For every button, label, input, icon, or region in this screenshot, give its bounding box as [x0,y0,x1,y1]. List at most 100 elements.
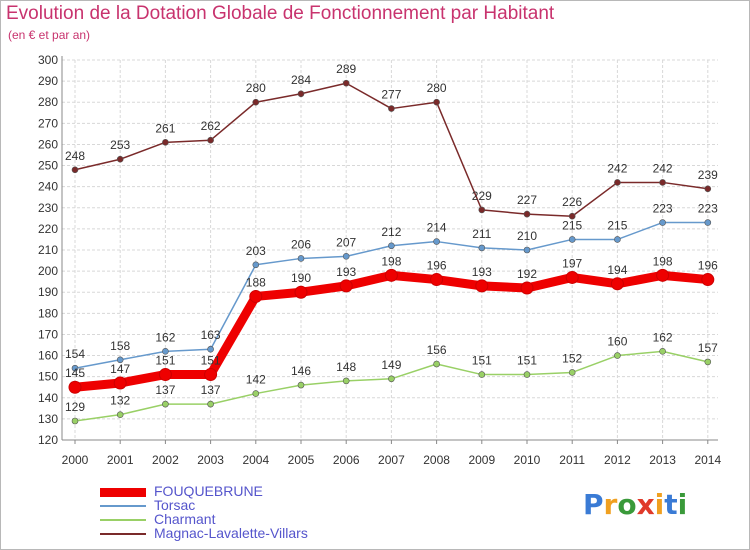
data-point-magnac [342,79,350,87]
data-point-charmant [433,360,440,368]
legend-item-torsac: Torsac [100,498,308,512]
data-label-fouquebrune: 194 [607,263,627,277]
data-point-charmant [162,400,169,408]
y-tick-label: 200 [38,264,58,278]
y-tick-label: 120 [38,433,58,447]
data-point-fouquebrune [520,281,534,295]
logo-letter: i [654,488,665,521]
data-point-torsac [342,253,350,260]
data-label-charmant: 142 [246,373,266,387]
data-point-fouquebrune [68,380,82,394]
data-label-charmant: 151 [472,354,492,368]
data-label-magnac: 280 [427,81,447,95]
data-label-fouquebrune: 193 [472,265,492,279]
data-point-magnac [433,98,440,106]
data-label-torsac: 207 [336,235,356,249]
proxiti-logo: Proxiti [583,488,687,521]
data-point-torsac [252,261,260,269]
legend-item-charmant: Charmant [100,512,308,526]
x-tick-label: 2010 [514,453,541,467]
data-label-torsac: 203 [246,244,266,258]
data-label-charmant: 162 [653,330,673,344]
x-tick-label: 2002 [152,453,179,467]
data-label-fouquebrune: 193 [336,265,356,279]
data-label-magnac: 253 [110,138,130,152]
data-label-charmant: 137 [201,383,221,397]
data-label-magnac: 229 [472,189,492,203]
logo-letter: t [664,488,678,521]
data-point-torsac [207,345,214,353]
data-point-charmant [614,352,621,359]
data-point-charmant [659,348,666,355]
data-point-torsac [523,246,531,254]
data-label-torsac: 212 [381,225,401,239]
legend-swatch-fouquebrune [100,487,146,497]
data-label-magnac: 242 [653,161,673,175]
data-label-charmant: 156 [427,343,447,357]
data-point-fouquebrune [204,368,218,382]
x-tick-label: 2013 [649,453,676,467]
data-label-fouquebrune: 198 [381,254,401,268]
data-point-charmant [252,390,260,397]
data-point-magnac [659,179,666,186]
data-point-magnac [71,166,79,174]
data-point-torsac [297,255,305,262]
data-point-charmant [71,417,79,425]
data-label-charmant: 160 [607,335,627,349]
data-label-charmant: 148 [336,360,356,374]
logo-letter: r [603,488,618,521]
y-tick-label: 150 [38,370,58,384]
data-label-fouquebrune: 196 [698,259,718,273]
data-point-charmant [568,369,576,376]
data-point-torsac [478,244,486,252]
x-tick-label: 2007 [378,453,405,467]
data-point-magnac [207,136,214,144]
x-tick-label: 2012 [604,453,631,467]
data-label-fouquebrune: 145 [65,366,85,380]
data-label-fouquebrune: 196 [427,259,447,273]
data-point-torsac [388,242,395,250]
data-label-fouquebrune: 190 [291,271,311,285]
data-point-fouquebrune [339,279,353,293]
x-tick-label: 2008 [423,453,450,467]
chart-data-labels: 145 147 151 151 188 190 193 198 196 193 192 197 194 1… [65,62,718,414]
data-point-torsac [659,219,666,226]
data-label-charmant: 151 [517,354,537,368]
x-tick-label: 2000 [62,453,89,467]
data-label-fouquebrune: 188 [246,275,266,289]
data-point-fouquebrune [113,376,127,390]
data-label-fouquebrune: 197 [562,256,582,270]
data-label-torsac: 211 [472,227,491,241]
legend-label: FOUQUEBRUNE [154,483,263,499]
y-tick-label: 140 [38,391,58,405]
y-tick-label: 230 [38,201,58,215]
data-label-charmant: 132 [110,394,130,408]
data-point-torsac [568,236,576,243]
data-point-charmant [342,377,350,385]
y-tick-label: 240 [38,180,58,194]
data-label-torsac: 154 [65,347,85,361]
y-tick-label: 290 [38,74,58,88]
y-tick-label: 160 [38,349,58,363]
data-label-magnac: 248 [65,149,85,163]
y-tick-label: 170 [38,327,58,341]
data-point-torsac [116,356,124,364]
y-tick-label: 280 [38,95,58,109]
data-point-torsac [614,236,621,243]
data-label-torsac: 158 [110,339,130,353]
legend-swatch-magnac [100,533,146,536]
y-tick-label: 270 [38,116,58,130]
data-point-charmant [704,358,712,366]
data-point-magnac [252,98,260,106]
data-point-charmant [116,411,124,418]
data-point-torsac [162,348,169,355]
y-tick-label: 190 [38,285,58,299]
data-label-magnac: 242 [607,161,627,175]
data-point-magnac [704,185,712,193]
data-label-fouquebrune: 147 [110,362,130,376]
data-label-torsac: 214 [427,221,447,235]
x-tick-label: 2006 [333,453,360,467]
y-tick-label: 210 [38,243,58,257]
chart-title: Evolution de la Dotation Globale de Fonc… [6,3,555,24]
